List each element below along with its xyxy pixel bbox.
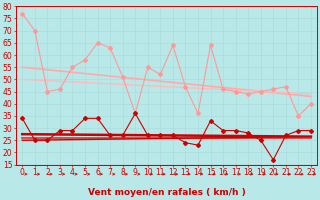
X-axis label: Vent moyen/en rafales ( km/h ): Vent moyen/en rafales ( km/h ) — [88, 188, 245, 197]
